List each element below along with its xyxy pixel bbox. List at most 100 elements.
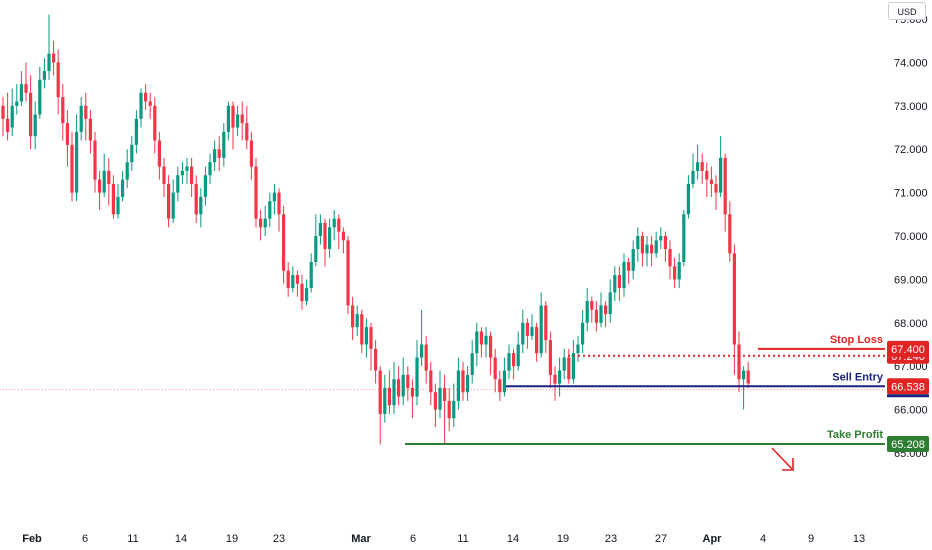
candle (79, 97, 83, 141)
candle (728, 201, 732, 263)
candle (378, 366, 382, 445)
down-arrow-icon (771, 447, 794, 471)
candle (208, 153, 212, 184)
candle (640, 231, 644, 267)
candle (351, 296, 355, 341)
candle (700, 153, 704, 184)
candle (346, 236, 350, 315)
candle (594, 301, 598, 332)
candle (305, 279, 309, 306)
candle (558, 357, 562, 397)
candle (130, 136, 134, 171)
candle (125, 149, 129, 189)
candle (318, 214, 322, 245)
candle (33, 101, 37, 150)
candle (88, 110, 92, 154)
y-tick-label: 74.000 (894, 57, 928, 69)
candle (231, 101, 235, 150)
candle (516, 331, 520, 371)
candle (525, 318, 529, 349)
x-tick-label: Mar (351, 533, 371, 545)
candle (121, 170, 125, 202)
candle (539, 292, 543, 358)
y-tick-label: 66.000 (894, 405, 928, 417)
stop-loss-price-tag: 67.400 (887, 340, 929, 357)
candle (360, 309, 364, 354)
candle (406, 366, 410, 401)
candle (415, 340, 419, 406)
take-profit-price-tag: 65.208 (887, 435, 929, 452)
x-axis: Feb 6 11 14 19 23 Mar 6 11 14 19 23 27 Apr 4 9 13 (22, 533, 865, 545)
candle (56, 49, 60, 115)
candle (452, 383, 456, 427)
candle (512, 348, 516, 380)
candle (461, 361, 465, 401)
x-tick-label: 23 (273, 533, 285, 545)
currency-badge[interactable]: USD (888, 2, 926, 20)
candle (134, 110, 138, 154)
candle (479, 327, 483, 358)
candle (429, 361, 433, 406)
candle (691, 153, 695, 189)
candle (456, 357, 460, 410)
y-tick-label: 70.000 (894, 231, 928, 243)
candle (682, 209, 686, 267)
candle (268, 192, 272, 228)
x-tick-label: 23 (605, 533, 617, 545)
candle (392, 361, 396, 414)
candle (654, 231, 658, 258)
x-tick-label: 14 (507, 533, 519, 545)
y-tick-label: 67.000 (894, 361, 928, 373)
candle (502, 357, 506, 397)
candle (277, 188, 281, 232)
x-tick-label: 11 (457, 533, 468, 545)
candle (52, 40, 56, 76)
candle (116, 183, 120, 219)
candle (111, 175, 115, 219)
candle (484, 327, 488, 358)
candle (84, 92, 88, 141)
candle (15, 84, 19, 115)
candle (222, 123, 226, 167)
candle (245, 105, 249, 150)
candle (424, 335, 428, 384)
candle (659, 227, 663, 250)
candle (677, 253, 681, 289)
candle (548, 331, 552, 388)
candle (553, 366, 557, 401)
sell-entry-price-tag: 66.538 (887, 378, 929, 395)
candle (194, 175, 198, 223)
x-tick-label: 6 (82, 533, 88, 545)
candle (719, 136, 723, 197)
candle (475, 322, 479, 367)
candle (176, 166, 180, 202)
candle (199, 188, 203, 228)
candle (521, 309, 525, 354)
candle (42, 58, 46, 89)
candle (742, 366, 746, 410)
candle (705, 162, 709, 197)
candle (263, 205, 267, 236)
candle (438, 370, 442, 419)
candle (38, 66, 42, 119)
candle (636, 227, 640, 263)
candle (240, 101, 244, 141)
candle (328, 218, 332, 258)
x-tick-label: 11 (127, 533, 138, 545)
candle (190, 157, 194, 197)
candle (544, 301, 548, 354)
candle (180, 162, 184, 184)
candle (6, 92, 10, 141)
svg-text:66.538: 66.538 (891, 381, 925, 393)
candle (24, 62, 28, 102)
candle (645, 236, 649, 267)
candle (397, 366, 401, 406)
candle (383, 374, 387, 423)
candle (167, 175, 171, 228)
candle (236, 105, 240, 137)
candle (466, 366, 470, 401)
candle (401, 357, 405, 406)
candle (631, 240, 635, 280)
